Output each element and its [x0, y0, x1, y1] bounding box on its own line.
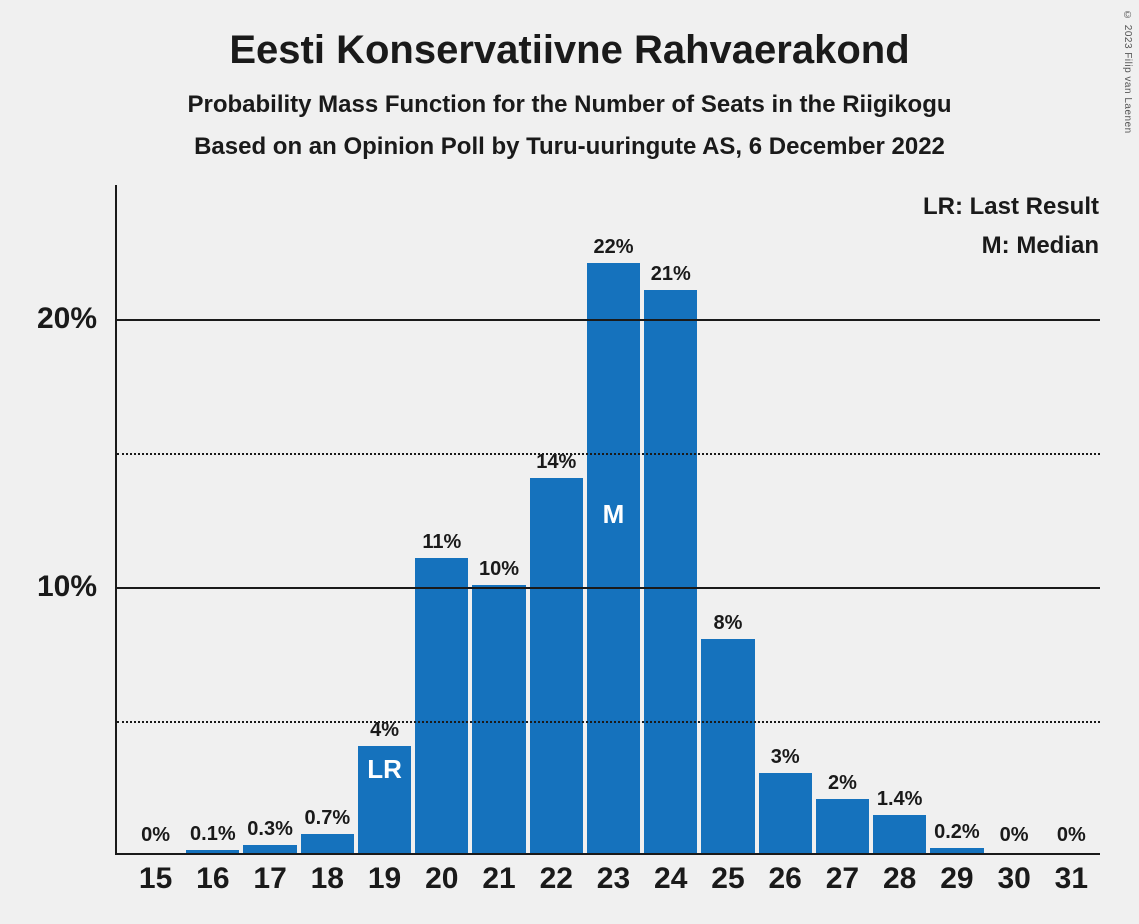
- bar-slot: 0.2%: [928, 185, 985, 853]
- x-tick-label: 24: [642, 862, 699, 896]
- bar-slot: 11%: [413, 185, 470, 853]
- bar-value-label: 0.1%: [186, 823, 239, 850]
- bar: 14%: [530, 478, 583, 853]
- bar-slot: 0%: [127, 185, 184, 853]
- bar-slot: 21%: [642, 185, 699, 853]
- y-tick-label: 20%: [37, 302, 115, 336]
- y-axis: [115, 185, 117, 855]
- x-tick-label: 19: [356, 862, 413, 896]
- x-tick-label: 21: [470, 862, 527, 896]
- bar-slot: 0.1%: [184, 185, 241, 853]
- bars-group: 0%0.1%0.3%0.7%4%LR11%10%14%22%M21%8%3%2%…: [127, 185, 1100, 853]
- bar: 2%: [816, 799, 869, 853]
- bar: 0.2%: [930, 848, 983, 853]
- bar-value-label: 10%: [472, 558, 525, 585]
- y-tick-label: 10%: [37, 570, 115, 604]
- grid-minor: [117, 721, 1100, 723]
- bar: 8%: [701, 639, 754, 853]
- median-marker: M: [587, 499, 640, 530]
- x-tick-label: 26: [757, 862, 814, 896]
- bar-slot: 22% M: [585, 185, 642, 853]
- bar-slot: 0%: [986, 185, 1043, 853]
- x-tick-label: 20: [413, 862, 470, 896]
- bar-slot: 0%: [1043, 185, 1100, 853]
- bar-value-label: 0.2%: [930, 821, 983, 848]
- bar: 3%: [759, 773, 812, 853]
- x-tick-label: 23: [585, 862, 642, 896]
- bar-value-label: 0.7%: [301, 807, 354, 834]
- bar-slot: 4%LR: [356, 185, 413, 853]
- x-axis: [115, 853, 1100, 855]
- bar-value-label: 21%: [644, 263, 697, 290]
- x-tick-label: 31: [1043, 862, 1100, 896]
- bar-value-label: 8%: [701, 612, 754, 639]
- x-tick-label: 15: [127, 862, 184, 896]
- bar-slot: 8%: [699, 185, 756, 853]
- chart-container: { "copyright": "© 2023 Filip van Laenen"…: [0, 0, 1139, 924]
- bar-value-label: 0%: [988, 824, 1041, 851]
- x-tick-label: 16: [184, 862, 241, 896]
- chart-title: Eesti Konservatiivne Rahvaerakond: [0, 0, 1139, 73]
- copyright-text: © 2023 Filip van Laenen: [1122, 10, 1133, 134]
- bar-value-label: 1.4%: [873, 788, 926, 815]
- bar: 21%: [644, 290, 697, 853]
- bar-value-label: 2%: [816, 772, 869, 799]
- bar-value-label: 3%: [759, 746, 812, 773]
- bar: 11%: [415, 558, 468, 853]
- bar: 0.7%: [301, 834, 354, 853]
- bar-value-label: 0.3%: [243, 818, 296, 845]
- grid-major: [117, 587, 1100, 589]
- x-tick-label: 22: [528, 862, 585, 896]
- grid-major: [117, 319, 1100, 321]
- bar: 1.4%: [873, 815, 926, 853]
- last-result-marker: LR: [358, 754, 411, 785]
- bar-value-label: 22%: [587, 236, 640, 263]
- bar-slot: 3%: [757, 185, 814, 853]
- bar-slot: 10%: [470, 185, 527, 853]
- bar: 0.3%: [243, 845, 296, 853]
- bar: 0.1%: [186, 850, 239, 853]
- bar: 22%M: [587, 263, 640, 853]
- bar-slot: 0.7%: [299, 185, 356, 853]
- bar-value-label: 0%: [129, 824, 182, 851]
- x-tick-label: 30: [986, 862, 1043, 896]
- x-tick-label: 28: [871, 862, 928, 896]
- bar: 10%: [472, 585, 525, 853]
- bar-value-label: 0%: [1045, 824, 1098, 851]
- plot-area: 0%0.1%0.3%0.7%4%LR11%10%14%22%M21%8%3%2%…: [115, 185, 1100, 855]
- x-tick-label: 27: [814, 862, 871, 896]
- bar-slot: 2%: [814, 185, 871, 853]
- bar-slot: 1.4%: [871, 185, 928, 853]
- x-tick-label: 17: [241, 862, 298, 896]
- bar-slot: 0.3%: [241, 185, 298, 853]
- chart-subtitle-1: Probability Mass Function for the Number…: [0, 73, 1139, 119]
- bar: 4%LR: [358, 746, 411, 853]
- bar-value-label: 11%: [415, 531, 468, 558]
- x-tick-label: 18: [299, 862, 356, 896]
- x-tick-label: 25: [699, 862, 756, 896]
- bar-slot: 14%: [528, 185, 585, 853]
- chart-subtitle-2: Based on an Opinion Poll by Turu-uuringu…: [0, 119, 1139, 161]
- x-tick-label: 29: [928, 862, 985, 896]
- grid-minor: [117, 453, 1100, 455]
